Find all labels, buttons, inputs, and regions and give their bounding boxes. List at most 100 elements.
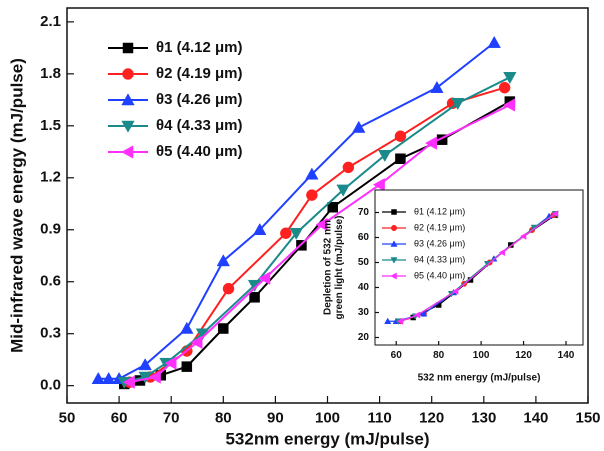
marker <box>222 282 235 295</box>
marker <box>306 189 318 201</box>
marker <box>396 317 404 325</box>
marker <box>342 161 355 174</box>
marker <box>452 287 459 295</box>
marker <box>218 323 229 334</box>
marker <box>164 356 177 370</box>
marker <box>102 371 116 384</box>
series-line <box>400 213 556 322</box>
x-tick-label: 150 <box>575 410 600 427</box>
y-axis-label: green light (mJ/pulse) <box>334 216 345 320</box>
legend-label: θ2 (4.19 μm) <box>156 65 242 82</box>
marker <box>394 130 407 142</box>
series-line <box>124 76 511 384</box>
x-tick-label: 80 <box>433 350 445 361</box>
marker <box>305 167 319 180</box>
marker <box>91 371 105 384</box>
y-axis-label: Mid-infrared wave energy (mJ/pulse) <box>7 58 26 353</box>
marker <box>487 35 501 48</box>
legend-marker <box>391 225 397 231</box>
legend-label: θ3 (4.26 μm) <box>156 91 242 108</box>
y-tick-label: 20 <box>358 332 370 343</box>
marker <box>138 358 152 371</box>
marker <box>378 150 392 163</box>
legend-label: θ1 (4.12 μm) <box>414 206 465 216</box>
x-tick-label: 90 <box>267 410 284 427</box>
marker <box>372 178 385 192</box>
marker <box>181 361 193 372</box>
y-tick-label: 1.5 <box>40 117 61 134</box>
plot-frame <box>374 189 584 346</box>
marker <box>503 98 516 112</box>
y-tick-label: 0.9 <box>40 221 61 238</box>
marker <box>498 81 511 94</box>
marker <box>420 310 428 317</box>
x-tick-label: 110 <box>367 410 391 427</box>
legend-marker <box>121 120 135 133</box>
marker <box>280 227 292 239</box>
marker <box>498 248 506 257</box>
marker <box>503 72 517 85</box>
x-tick-label: 80 <box>215 410 232 427</box>
marker <box>148 370 161 384</box>
x-tick-label: 70 <box>163 410 180 427</box>
x-tick-label: 60 <box>391 350 403 361</box>
x-axis-label: 532 nm energy (mJ/pulse) <box>418 373 541 384</box>
legend-marker <box>390 257 398 264</box>
legend-label: θ3 (4.26 μm) <box>414 238 465 248</box>
marker <box>258 271 271 285</box>
y-tick-label: 0.6 <box>40 273 61 290</box>
marker <box>190 335 203 350</box>
legend-marker <box>390 240 398 247</box>
legend-marker <box>122 42 134 54</box>
marker <box>352 120 366 133</box>
x-tick-label: 140 <box>558 350 575 361</box>
x-tick-label: 100 <box>315 410 340 427</box>
y-tick-label: 1.8 <box>40 65 61 82</box>
legend-label: θ1 (4.12 μm) <box>156 39 242 56</box>
y-tick-label: 60 <box>358 232 370 243</box>
marker <box>122 375 135 389</box>
marker <box>336 184 350 197</box>
y-tick-label: 70 <box>358 207 370 218</box>
marker <box>451 98 465 111</box>
y-tick-label: 2.1 <box>40 13 61 30</box>
y-tick-label: 1.2 <box>40 169 61 186</box>
plot-frame <box>66 7 589 404</box>
x-tick-label: 60 <box>111 410 128 427</box>
y-tick-label: 50 <box>358 257 370 268</box>
marker <box>216 254 230 267</box>
legend-label: θ5 (4.40 μm) <box>414 270 465 280</box>
marker <box>384 317 392 324</box>
legend-marker <box>121 145 134 159</box>
x-tick-label: 140 <box>523 410 548 427</box>
legend-marker <box>122 68 134 80</box>
y-tick-label: 0.0 <box>40 377 61 394</box>
y-tick-label: 0.3 <box>40 325 61 342</box>
legend-label: θ2 (4.19 μm) <box>414 222 465 232</box>
marker <box>395 153 406 164</box>
marker <box>424 136 437 150</box>
marker <box>519 232 527 240</box>
legend-label: θ4 (4.33 μm) <box>414 254 465 264</box>
y-tick-label: 30 <box>358 307 370 318</box>
marker <box>249 292 260 303</box>
legend-label: θ4 (4.33 μm) <box>156 117 242 134</box>
marker <box>551 210 559 218</box>
marker <box>413 311 421 319</box>
legend-marker <box>390 272 397 280</box>
marker <box>180 321 194 334</box>
x-axis-label: 532nm energy (mJ/pulse) <box>225 429 429 448</box>
y-axis-label: Depletion of 532 nm <box>323 220 334 315</box>
marker <box>253 222 267 236</box>
marker <box>289 227 303 240</box>
x-tick-label: 130 <box>471 410 496 427</box>
x-tick-label: 100 <box>473 350 490 361</box>
x-tick-label: 120 <box>515 350 532 361</box>
legend-label: θ5 (4.40 μm) <box>156 143 242 160</box>
marker <box>430 80 444 93</box>
x-tick-label: 120 <box>419 410 444 427</box>
marker <box>327 201 338 213</box>
y-tick-label: 40 <box>358 282 370 293</box>
marker <box>315 217 328 232</box>
